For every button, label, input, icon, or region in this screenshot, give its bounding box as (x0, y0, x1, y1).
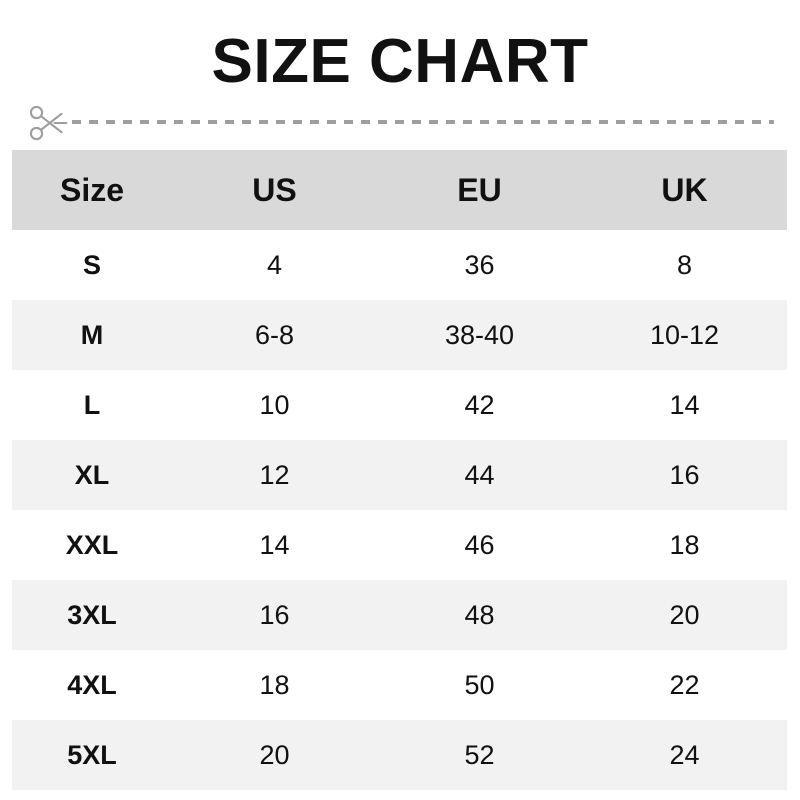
table-row: 5XL 20 52 24 (12, 720, 787, 790)
cell-eu: 42 (377, 370, 582, 440)
cell-size: 3XL (12, 580, 172, 650)
cell-eu: 50 (377, 650, 582, 720)
cell-size: XL (12, 440, 172, 510)
cell-eu: 48 (377, 580, 582, 650)
cell-size: L (12, 370, 172, 440)
cell-eu: 36 (377, 230, 582, 300)
table-row: XXL 14 46 18 (12, 510, 787, 580)
scissors-icon (28, 103, 72, 143)
dashed-cut-line (72, 120, 774, 124)
cell-us: 18 (172, 650, 377, 720)
cell-us: 6-8 (172, 300, 377, 370)
cell-size: S (12, 230, 172, 300)
cell-uk: 8 (582, 230, 787, 300)
cell-eu: 38-40 (377, 300, 582, 370)
cell-eu: 52 (377, 720, 582, 790)
table-row: XL 12 44 16 (12, 440, 787, 510)
page-title: SIZE CHART (211, 27, 589, 96)
cell-us: 20 (172, 720, 377, 790)
cell-eu: 44 (377, 440, 582, 510)
table-header-row: Size US EU UK (12, 150, 787, 230)
cell-us: 16 (172, 580, 377, 650)
cell-us: 10 (172, 370, 377, 440)
table-row: M 6-8 38-40 10-12 (12, 300, 787, 370)
cell-eu: 46 (377, 510, 582, 580)
column-header-uk: UK (582, 150, 787, 230)
cut-line (0, 103, 800, 143)
table-header: Size US EU UK (12, 150, 787, 230)
cell-uk: 14 (582, 370, 787, 440)
table-row: 4XL 18 50 22 (12, 650, 787, 720)
cell-uk: 24 (582, 720, 787, 790)
cell-us: 4 (172, 230, 377, 300)
cell-uk: 20 (582, 580, 787, 650)
column-header-eu: EU (377, 150, 582, 230)
table-row: 3XL 16 48 20 (12, 580, 787, 650)
cell-size: XXL (12, 510, 172, 580)
cell-uk: 16 (582, 440, 787, 510)
table-row: S 4 36 8 (12, 230, 787, 300)
table-body: S 4 36 8 M 6-8 38-40 10-12 L 10 42 14 XL… (12, 230, 787, 790)
cell-size: 5XL (12, 720, 172, 790)
cell-uk: 18 (582, 510, 787, 580)
column-header-us: US (172, 150, 377, 230)
cell-uk: 10-12 (582, 300, 787, 370)
cell-us: 14 (172, 510, 377, 580)
cell-size: M (12, 300, 172, 370)
cell-us: 12 (172, 440, 377, 510)
table-row: L 10 42 14 (12, 370, 787, 440)
cell-uk: 22 (582, 650, 787, 720)
cell-size: 4XL (12, 650, 172, 720)
size-chart-table: Size US EU UK S 4 36 8 M 6-8 38-40 10-12… (12, 150, 787, 790)
column-header-size: Size (12, 150, 172, 230)
